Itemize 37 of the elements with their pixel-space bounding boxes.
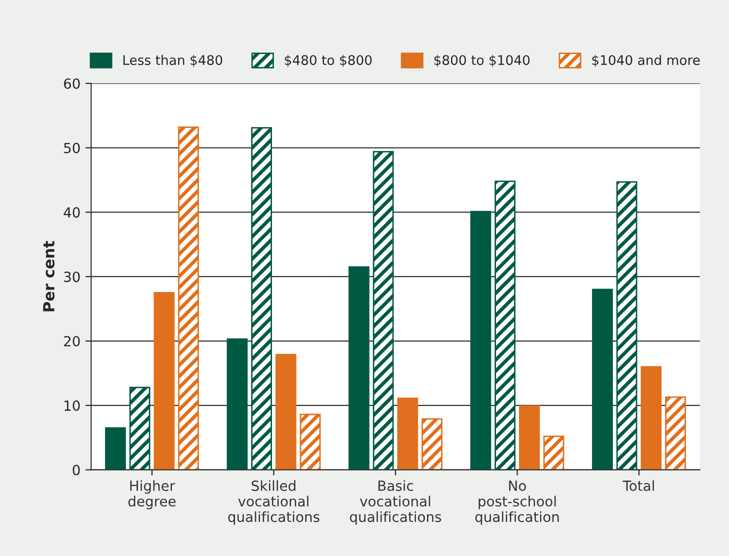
y-tick-label: 20 xyxy=(64,336,80,346)
bar xyxy=(105,427,126,470)
bar xyxy=(154,292,175,470)
bar xyxy=(397,398,418,470)
bar xyxy=(178,126,199,470)
x-tick-label: Skilled vocational qualifications xyxy=(228,480,320,525)
legend-label: $800 to $1040 xyxy=(434,54,530,67)
bar xyxy=(226,338,248,470)
legend-label: Less than $480 xyxy=(123,54,222,67)
bar xyxy=(616,181,638,470)
x-tick-label: Basic vocational qualifications xyxy=(350,480,442,525)
bar xyxy=(518,405,540,470)
y-tick-label: 30 xyxy=(64,272,80,282)
bar xyxy=(300,414,321,470)
bar xyxy=(592,288,613,470)
bar xyxy=(251,127,272,470)
x-tick-label: Total xyxy=(622,480,654,491)
y-tick-label: 60 xyxy=(64,78,80,89)
bar xyxy=(372,150,394,470)
bar xyxy=(665,396,686,470)
bar xyxy=(129,386,150,470)
x-tick-label: Higher degree xyxy=(128,480,176,510)
bar xyxy=(470,210,492,470)
bar xyxy=(275,354,296,470)
y-tick-label: 40 xyxy=(64,207,80,218)
bar xyxy=(422,418,442,470)
legend-label: $480 to $800 xyxy=(284,54,372,67)
y-tick-label: 50 xyxy=(64,142,80,154)
bar xyxy=(640,366,662,470)
y-tick-label: 10 xyxy=(64,400,80,411)
x-tick-label: No post-school qualification xyxy=(475,480,559,525)
bar xyxy=(543,436,564,470)
y-tick-label: 0 xyxy=(72,464,80,476)
legend-label: $1040 and more xyxy=(592,54,700,67)
bar xyxy=(348,266,370,470)
y-axis-title: Per cent xyxy=(43,240,55,312)
bar xyxy=(494,180,516,470)
